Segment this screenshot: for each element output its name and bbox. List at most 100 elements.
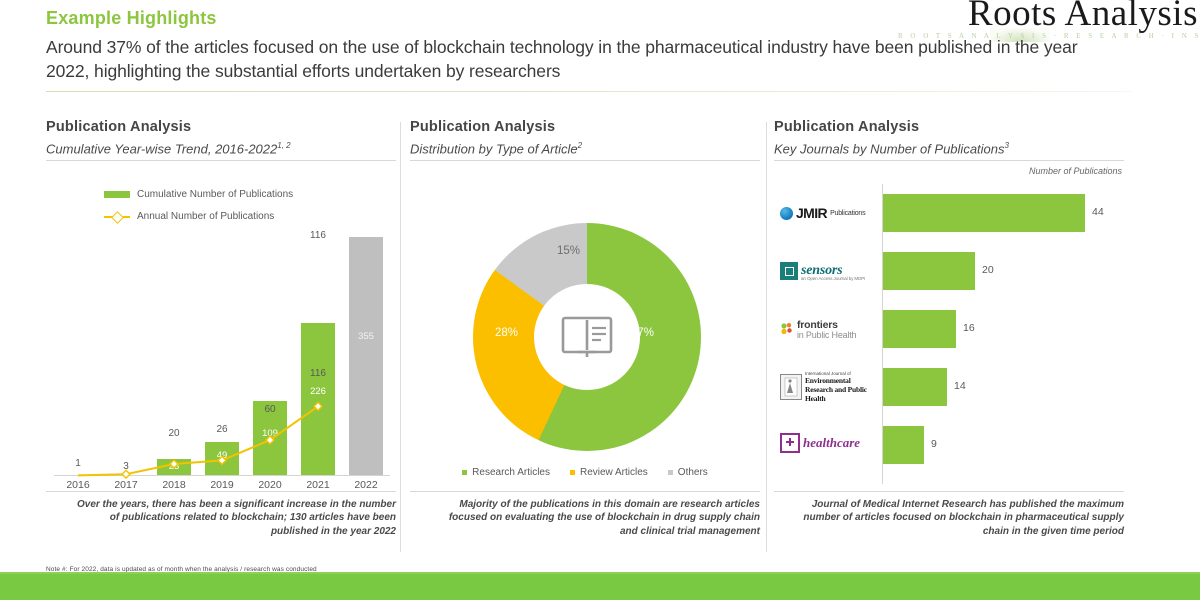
panel1-callout: Over the years, there has been a signifi… <box>46 490 396 539</box>
panel1-rule <box>46 160 396 162</box>
line-label-peak: 116 <box>310 230 326 241</box>
header-block: Example Highlights Around 37% of the art… <box>46 8 1134 92</box>
healthcare-mark-text: healthcare <box>803 435 861 450</box>
line-label-2020: 60 <box>264 404 276 415</box>
panel3-callout-rule <box>774 490 1124 492</box>
ijerph-cover-icon <box>780 374 802 400</box>
panel3-subtitle: Key Journals by Number of Publications3 <box>774 137 1124 157</box>
donut-legend-dot-review-icon <box>569 470 575 475</box>
journal-logo-sensors: sensors an Open Access Journal by MDPI <box>780 256 880 286</box>
sensors-logo-icon: sensors an Open Access Journal by MDPI <box>780 261 865 281</box>
legend-label-annual: Annual Number of Publications <box>137 210 275 222</box>
donut-label-research: 57% <box>631 327 655 339</box>
panel2-subtitle-text: Distribution by Type of Article <box>410 141 578 157</box>
donut-legend-label-others: Others <box>677 467 708 478</box>
xtick-2018: 2018 <box>162 479 186 491</box>
journal-bar-frontiers <box>883 310 956 348</box>
donut-ring: 57% 28% 15% <box>473 223 701 451</box>
line-label-2016: 1 <box>75 458 81 469</box>
journal-value-sensors: 20 <box>982 264 994 276</box>
donut-legend-item-research: Research Articles <box>462 467 550 478</box>
line-label-2019: 26 <box>216 424 228 435</box>
bar-2021-value: 226 <box>310 386 326 397</box>
bar-2022-fill: 355 <box>349 237 383 475</box>
brand-roots-icon <box>990 28 1050 42</box>
panel3-callout: Journal of Medical Internet Research has… <box>774 490 1124 539</box>
page-eyebrow: Example Highlights <box>46 8 217 28</box>
panel2-subtitle: Distribution by Type of Article2 <box>410 137 760 157</box>
legend-bar-swatch-icon <box>104 190 130 198</box>
panel1-callout-text: Over the years, there has been a signifi… <box>76 498 396 537</box>
bottom-note: Note #: For 2022, data is updated as of … <box>46 566 317 573</box>
panel2-subtitle-footnote: 2 <box>577 141 583 150</box>
journal-logo-ijerph: International Journal of Environmental R… <box>780 370 880 404</box>
panel-cumulative-trend: Publication Analysis Cumulative Year-wis… <box>46 118 396 568</box>
panel2-callout-rule <box>410 490 760 492</box>
panel-divider-2 <box>766 122 767 552</box>
brand-tagline: R O O T S A N A L Y S I S · R E S E A R … <box>898 32 1198 40</box>
donut-center <box>534 284 640 390</box>
journal-bar-jmir <box>883 194 1085 232</box>
legend-item-annual: Annual Number of Publications <box>104 205 396 227</box>
bar-2022-value: 355 <box>358 331 374 342</box>
combo-x-tick-labels: 2016 2017 2018 2019 2020 2021 2022 <box>54 479 390 497</box>
healthcare-logo-icon: healthcare <box>780 433 860 453</box>
sensors-mark-sub: an Open Access Journal by MDPI <box>801 276 866 281</box>
donut-chart: 57% 28% 15% Research Articles Review Art… <box>410 223 760 493</box>
journal-value-healthcare: 9 <box>931 438 937 450</box>
donut-label-others: 15% <box>557 245 581 257</box>
sensors-chip-icon <box>780 262 798 280</box>
line-label-2017: 3 <box>123 461 129 472</box>
donut-legend-item-others: Others <box>667 467 708 478</box>
panel2-title: Publication Analysis <box>410 119 556 135</box>
panel1-callout-rule <box>46 490 396 492</box>
donut-legend-dot-research-icon <box>462 470 468 475</box>
bar-2020-value: 109 <box>262 428 278 439</box>
donut-label-review: 28% <box>495 327 519 339</box>
xtick-2022: 2022 <box>354 479 378 491</box>
jmir-mark-sub: Publications <box>830 209 866 217</box>
ijerph-mark-sub: Environmental Research and Public Health <box>805 376 867 403</box>
jmir-mark-text: JMIR <box>796 205 828 221</box>
journal-value-frontiers: 16 <box>963 322 975 334</box>
journal-value-ijerph: 14 <box>954 380 966 392</box>
panel3-title: Publication Analysis <box>774 119 920 135</box>
annual-publications-line <box>77 401 323 480</box>
legend-label-cumulative: Cumulative Number of Publications <box>137 188 294 200</box>
donut-legend-item-review: Review Articles <box>569 467 648 478</box>
ijerph-mark-text: International Journal of <box>805 371 851 376</box>
roots-analysis-logo: Roots Analysis R O O T S A N A L Y S I S… <box>898 0 1198 40</box>
combo-plot-area: 23 49 109 226 <box>54 230 390 480</box>
donut-legend-label-research: Research Articles <box>472 467 550 478</box>
panel2-rule <box>410 160 760 162</box>
journal-bar-healthcare <box>883 426 924 464</box>
sensors-mark-text: sensors <box>801 263 843 278</box>
panel1-subtitle-text: Cumulative Year-wise Trend, 2016-2022 <box>46 141 278 157</box>
legend-item-cumulative: Cumulative Number of Publications <box>104 183 396 205</box>
jmir-logo-icon: JMIR Publications <box>780 205 866 221</box>
panel1-subtitle: Cumulative Year-wise Trend, 2016-20221, … <box>46 137 396 157</box>
frontiers-mark-sub: in Public Health <box>797 329 857 340</box>
footer-bar <box>0 572 1200 600</box>
frontiers-logo-icon: frontiers in Public Health <box>780 318 857 340</box>
footer-top-edge <box>0 572 1200 574</box>
panel1-legend: Cumulative Number of Publications Annual… <box>46 183 396 227</box>
panel-article-type: Publication Analysis Distribution by Typ… <box>410 118 760 568</box>
journal-logo-frontiers: frontiers in Public Health <box>780 314 880 344</box>
open-book-icon <box>561 316 613 357</box>
panel2-callout: Majority of the publications in this dom… <box>410 490 760 539</box>
journals-bar-chart: JMIR Publications 44 sensors an Open Acc… <box>774 184 1124 484</box>
panel3-subtitle-footnote: 3 <box>1004 141 1009 150</box>
donut-legend-dot-others-icon <box>667 470 673 475</box>
xtick-2021: 2021 <box>306 479 330 491</box>
panel3-callout-text: Journal of Medical Internet Research has… <box>803 498 1124 537</box>
ijerph-logo-icon: International Journal of Environmental R… <box>780 371 880 403</box>
healthcare-mark-icon <box>780 433 800 453</box>
panels-container: Publication Analysis Cumulative Year-wis… <box>0 118 1200 568</box>
frontiers-mark-text: frontiers <box>797 318 838 331</box>
jmir-globe-icon <box>780 206 793 220</box>
line-label-2021: 116 <box>310 368 326 379</box>
xtick-2017: 2017 <box>114 479 138 491</box>
page-title: Around 37% of the articles focused on th… <box>46 37 1078 81</box>
brand-name: Roots Analysis <box>967 0 1198 34</box>
